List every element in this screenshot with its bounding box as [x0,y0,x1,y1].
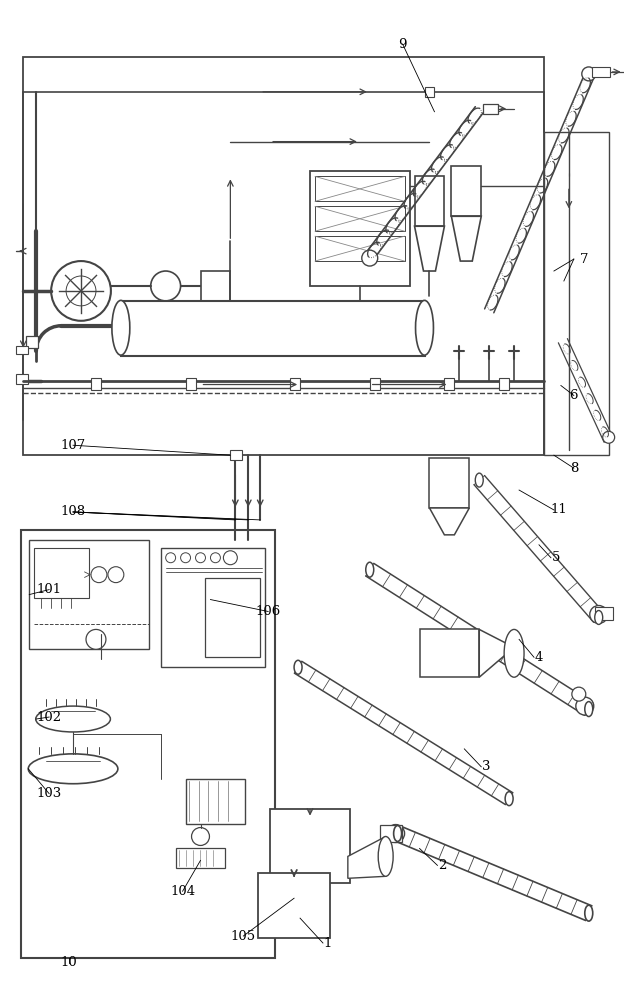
Circle shape [181,553,191,563]
Text: 6: 6 [569,389,578,402]
Text: 107: 107 [61,439,86,452]
Bar [310,171,409,286]
Bar [592,67,609,77]
Bar [186,378,196,390]
Text: 105: 105 [231,930,256,943]
Circle shape [51,261,111,321]
Bar [414,176,444,226]
Bar [315,206,404,231]
Text: 5: 5 [552,551,560,564]
Bar [121,301,424,356]
Text: 2: 2 [438,859,447,872]
Circle shape [590,606,608,623]
Circle shape [166,553,176,563]
Bar [290,378,300,390]
Ellipse shape [36,706,111,732]
Bar [429,458,469,508]
Bar [34,548,89,598]
Text: 103: 103 [36,787,62,800]
Ellipse shape [294,660,302,674]
Ellipse shape [112,300,130,355]
Bar [270,809,350,883]
Bar [201,271,231,306]
Bar [315,236,404,261]
Polygon shape [479,629,514,677]
Circle shape [576,697,594,715]
Polygon shape [429,508,469,535]
Text: 10: 10 [61,956,78,969]
Text: 7: 7 [579,253,588,266]
Polygon shape [414,226,444,271]
Ellipse shape [475,473,483,487]
Circle shape [572,687,586,701]
Ellipse shape [416,300,434,355]
Text: 102: 102 [37,711,62,724]
Text: 9: 9 [398,38,407,51]
Text: 104: 104 [170,885,195,898]
Circle shape [211,553,221,563]
Bar [23,57,544,455]
Circle shape [191,828,209,845]
Text: 4: 4 [535,651,543,664]
Circle shape [196,553,206,563]
Bar [26,336,38,348]
Bar [419,629,479,677]
Ellipse shape [394,826,402,841]
Bar [451,166,481,216]
Bar [499,378,509,390]
Bar [16,346,28,354]
Circle shape [86,629,106,649]
Ellipse shape [366,562,374,577]
Circle shape [91,567,107,583]
Text: 8: 8 [569,462,578,475]
Bar [21,530,275,958]
Circle shape [66,276,96,306]
Bar [315,176,404,201]
Circle shape [108,567,124,583]
Circle shape [362,250,378,266]
Ellipse shape [378,836,393,876]
Bar [595,607,612,620]
Bar [186,779,245,824]
Bar [176,848,226,868]
Bar [380,825,402,842]
Text: 106: 106 [256,605,281,618]
Bar [444,378,454,390]
Ellipse shape [595,611,602,624]
Circle shape [223,551,238,565]
Ellipse shape [585,905,592,921]
Circle shape [151,271,181,301]
Bar [206,578,260,657]
Ellipse shape [585,702,592,717]
Text: 3: 3 [482,760,491,773]
Bar [16,374,28,384]
Polygon shape [451,216,481,261]
Bar [161,548,265,667]
Ellipse shape [28,754,118,784]
Circle shape [582,67,596,81]
Circle shape [387,825,404,842]
Text: 101: 101 [37,583,62,596]
Text: 11: 11 [551,503,568,516]
Bar [370,378,380,390]
Ellipse shape [505,792,513,806]
Bar [258,873,330,938]
Bar [424,87,434,97]
Bar [483,104,498,114]
Bar [29,540,149,649]
Bar [91,378,101,390]
Ellipse shape [504,629,524,677]
Bar [231,450,242,460]
Circle shape [602,431,614,443]
Bar [544,132,609,455]
Polygon shape [348,836,386,878]
Text: 1: 1 [324,937,332,950]
Text: 108: 108 [61,505,86,518]
